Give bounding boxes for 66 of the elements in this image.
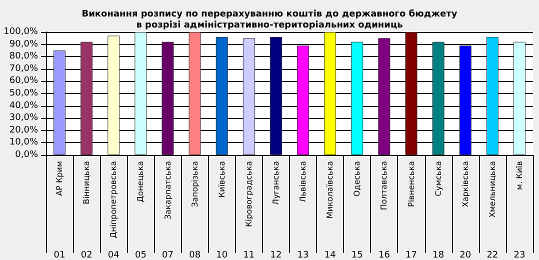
bar (54, 50, 66, 155)
text: 01 (54, 250, 66, 260)
text: 14 (324, 250, 336, 260)
bar (405, 32, 418, 155)
text: 10 (216, 250, 228, 260)
text: 13 (297, 250, 309, 260)
bar (324, 32, 336, 155)
bar (432, 42, 444, 155)
x-tick-label: Хмельницька (488, 160, 497, 218)
x-tick-label: АР Крим (55, 161, 64, 196)
y-tick-label: 90,0% (9, 39, 38, 50)
text: 07 (162, 250, 174, 260)
text: 23 (514, 250, 526, 260)
x-tick-label: Вінницька (82, 160, 92, 204)
bar (216, 36, 228, 155)
text: 15 (351, 250, 363, 260)
bar (459, 46, 472, 155)
x-tick-label: м. Київ (514, 160, 524, 190)
bar (378, 38, 390, 155)
bar (513, 42, 526, 155)
x-tick-label: Запорізька (190, 160, 200, 208)
text: 17 (406, 250, 417, 260)
bar (270, 36, 282, 155)
bar (108, 36, 120, 155)
x-tick-label: Харківська (460, 160, 470, 208)
y-tick-label: 100,0% (4, 27, 38, 37)
chart-title: Виконання розпису по перерахуванню коштів до державного бюджету в розрізі адміністративно-територіальних одиниць (82, 8, 458, 30)
text: 18 (432, 250, 444, 260)
bar (486, 36, 498, 155)
text: 11 (243, 250, 255, 260)
text: 12 (270, 250, 282, 260)
text: 20 (460, 250, 472, 260)
y-tick-label: 0,0% (15, 150, 38, 160)
text: 16 (378, 250, 390, 260)
bar (297, 46, 310, 155)
bar (162, 42, 174, 155)
bar (242, 38, 255, 155)
y-tick-label: 20,0% (9, 125, 38, 136)
bar (134, 32, 147, 155)
y-tick-label: 80,0% (9, 52, 38, 62)
bar (188, 32, 201, 155)
y-tick-label: 70,0% (9, 64, 38, 74)
x-tick-label: Луганська (271, 160, 280, 205)
x-tick-label: Донецька (136, 160, 146, 202)
y-tick-label: 40,0% (9, 100, 38, 111)
x-tick-label: Сумська (434, 160, 443, 196)
bar (80, 42, 93, 155)
text: 05 (134, 250, 146, 260)
x-tick-label: Миколаївська (326, 160, 335, 219)
x-tick-label: Київська (217, 160, 226, 198)
x-tick-label: Полтавська (380, 160, 389, 210)
y-tick-label: 30,0% (9, 113, 38, 124)
x-tick-label: Закарпатська (163, 160, 172, 220)
x-tick-label: Дніпропетровська (109, 160, 118, 238)
text: 22 (486, 250, 498, 260)
x-tick-label: Одеська (352, 160, 362, 197)
text: 08 (189, 250, 201, 260)
x-tick-label: Львівська (298, 160, 308, 202)
y-tick-label: 50,0% (9, 88, 38, 98)
x-tick-label: Кіровоградська (244, 160, 254, 228)
x-tick-label: Рівненська (406, 160, 416, 207)
text: 04 (108, 250, 120, 260)
y-tick-label: 60,0% (9, 76, 38, 86)
y-tick-label: 10,0% (9, 138, 38, 148)
text: 02 (80, 250, 92, 260)
bar (351, 42, 364, 155)
